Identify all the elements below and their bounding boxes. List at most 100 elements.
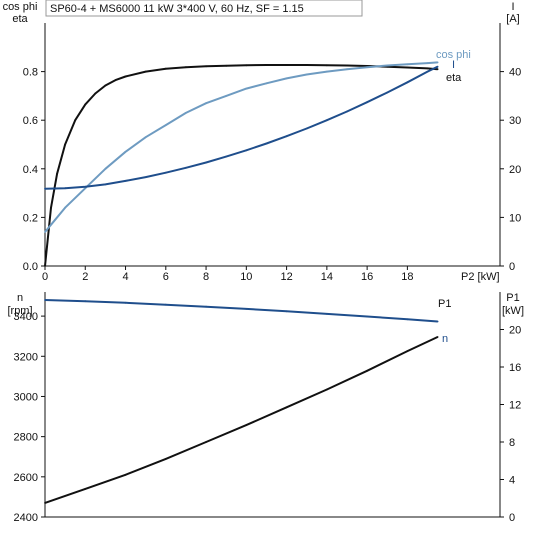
left-axis-unit: [rpm] bbox=[7, 305, 32, 317]
series-cos-phi-point bbox=[185, 112, 187, 114]
series-I-point bbox=[426, 70, 429, 73]
series-eta-point bbox=[426, 67, 429, 70]
series-eta-point bbox=[185, 66, 187, 69]
left-tick-label: 2600 bbox=[14, 472, 38, 484]
title-box bbox=[45, 0, 363, 17]
series-n-point bbox=[164, 303, 167, 306]
series-eta-point bbox=[56, 172, 58, 175]
series-n-point bbox=[326, 313, 328, 315]
series-n-point bbox=[285, 310, 288, 313]
series-I-point bbox=[164, 171, 167, 174]
right-tick-label: 20 bbox=[509, 325, 521, 337]
series-I-point bbox=[285, 135, 288, 138]
series-eta-point bbox=[84, 103, 87, 106]
right-tick-label: 10 bbox=[509, 212, 521, 224]
series-eta-point bbox=[50, 206, 52, 209]
series-eta-point bbox=[406, 66, 409, 69]
series-cos-phi-point bbox=[44, 231, 46, 233]
right-axis-title: I bbox=[511, 1, 514, 13]
x-tick-label: 14 bbox=[321, 271, 333, 283]
x-tick-label: 12 bbox=[280, 271, 292, 283]
series-I-point bbox=[225, 155, 228, 158]
series-eta-point bbox=[305, 64, 308, 66]
series-eta-point bbox=[144, 70, 147, 73]
right-tick-label: 12 bbox=[509, 400, 521, 412]
x-tick-label: 8 bbox=[203, 271, 209, 283]
series-cos-phi-point bbox=[225, 95, 228, 97]
series-I-point bbox=[436, 65, 439, 68]
series-I-point bbox=[144, 176, 147, 179]
series-cos-phi-point bbox=[436, 61, 439, 64]
series-I-point bbox=[245, 149, 248, 152]
series-n-label: n bbox=[442, 333, 448, 345]
series-cos-phi-point bbox=[104, 167, 107, 170]
series-n-point bbox=[44, 299, 46, 301]
series-eta-point bbox=[74, 119, 77, 122]
series-I-point bbox=[366, 101, 368, 104]
right-tick-label: 20 bbox=[509, 164, 521, 176]
series-cos-phi-point bbox=[54, 218, 56, 221]
right-axis-title: P1 bbox=[506, 292, 519, 304]
series-P1-point bbox=[366, 369, 368, 372]
left-axis-title: cos phi bbox=[3, 1, 38, 13]
x-tick-label: 2 bbox=[82, 271, 88, 283]
series-cos-phi-point bbox=[326, 70, 328, 73]
series-eta-point bbox=[245, 64, 248, 67]
series-cos-phi-point bbox=[164, 124, 167, 126]
x-tick-label: 16 bbox=[361, 271, 373, 283]
series-eta-point bbox=[164, 67, 167, 70]
series-I-point bbox=[205, 161, 208, 164]
series-eta-point bbox=[64, 143, 66, 146]
series-P1-point bbox=[84, 488, 87, 490]
series-eta-point bbox=[104, 84, 107, 87]
x-tick-label: 6 bbox=[163, 271, 169, 283]
series-P1-point bbox=[436, 336, 439, 338]
series-cos-phi-point bbox=[265, 82, 268, 85]
series-I-point bbox=[346, 110, 348, 113]
series-cos-phi-point bbox=[245, 87, 248, 90]
series-P1-label: P1 bbox=[438, 298, 451, 310]
right-axis-unit: [A] bbox=[506, 13, 519, 25]
series-cos-phi-point bbox=[366, 66, 368, 69]
left-axis-unit: eta bbox=[12, 13, 28, 25]
series-eta-point bbox=[436, 68, 439, 71]
right-axis-unit: [kW] bbox=[502, 305, 524, 317]
series-I-point bbox=[104, 183, 107, 186]
series-P1-point bbox=[164, 458, 167, 460]
series-eta-point bbox=[114, 79, 117, 81]
chart-title: SP60-4 + MS6000 11 kW 3*400 V, 60 Hz, SF… bbox=[50, 3, 304, 15]
x-tick-label: 10 bbox=[240, 271, 252, 283]
series-cos-phi-point bbox=[124, 150, 127, 153]
left-tick-label: 2400 bbox=[14, 512, 38, 524]
speed-power-chart: 240026002800300032003400048121620n[rpm]P… bbox=[7, 292, 524, 524]
series-eta-point bbox=[285, 64, 288, 66]
series-eta-point bbox=[94, 92, 97, 95]
series-P1-point bbox=[124, 473, 127, 476]
series-I-point bbox=[406, 81, 409, 84]
series-I-point bbox=[64, 187, 66, 190]
right-tick-label: 30 bbox=[509, 115, 521, 127]
series-eta-label: eta bbox=[446, 72, 462, 84]
efficiency-current-chart: 0.0 0.2 0.4 0.6 0.8 0 10 20 30 40 0 2 4 6 8 10 12 14 16 18 c… bbox=[3, 1, 522, 283]
series-n-point bbox=[245, 308, 248, 310]
x-tick-label: 0 bbox=[42, 271, 48, 283]
left-tick-label: 0.4 bbox=[23, 164, 38, 176]
series-I-point bbox=[305, 127, 308, 130]
series-P1-point bbox=[406, 350, 409, 352]
series-eta-point bbox=[346, 64, 348, 67]
series-eta-line bbox=[44, 64, 438, 267]
series-eta-point bbox=[326, 64, 328, 67]
series-eta-point bbox=[265, 64, 268, 66]
right-tick-label: 0 bbox=[509, 261, 515, 273]
series-n-point bbox=[436, 320, 439, 323]
series-cos-phi-point bbox=[64, 206, 66, 209]
series-P1-point bbox=[245, 424, 248, 426]
left-tick-label: 2800 bbox=[14, 432, 38, 444]
right-tick-label: 8 bbox=[509, 437, 515, 449]
series-cos-phi-label: cos phi bbox=[436, 49, 471, 61]
left-tick-label: 0.0 bbox=[23, 261, 38, 273]
right-tick-label: 16 bbox=[509, 362, 521, 374]
left-tick-label: 0.8 bbox=[23, 67, 38, 79]
series-P1-point bbox=[205, 441, 208, 443]
series-cos-phi-point bbox=[426, 62, 429, 64]
